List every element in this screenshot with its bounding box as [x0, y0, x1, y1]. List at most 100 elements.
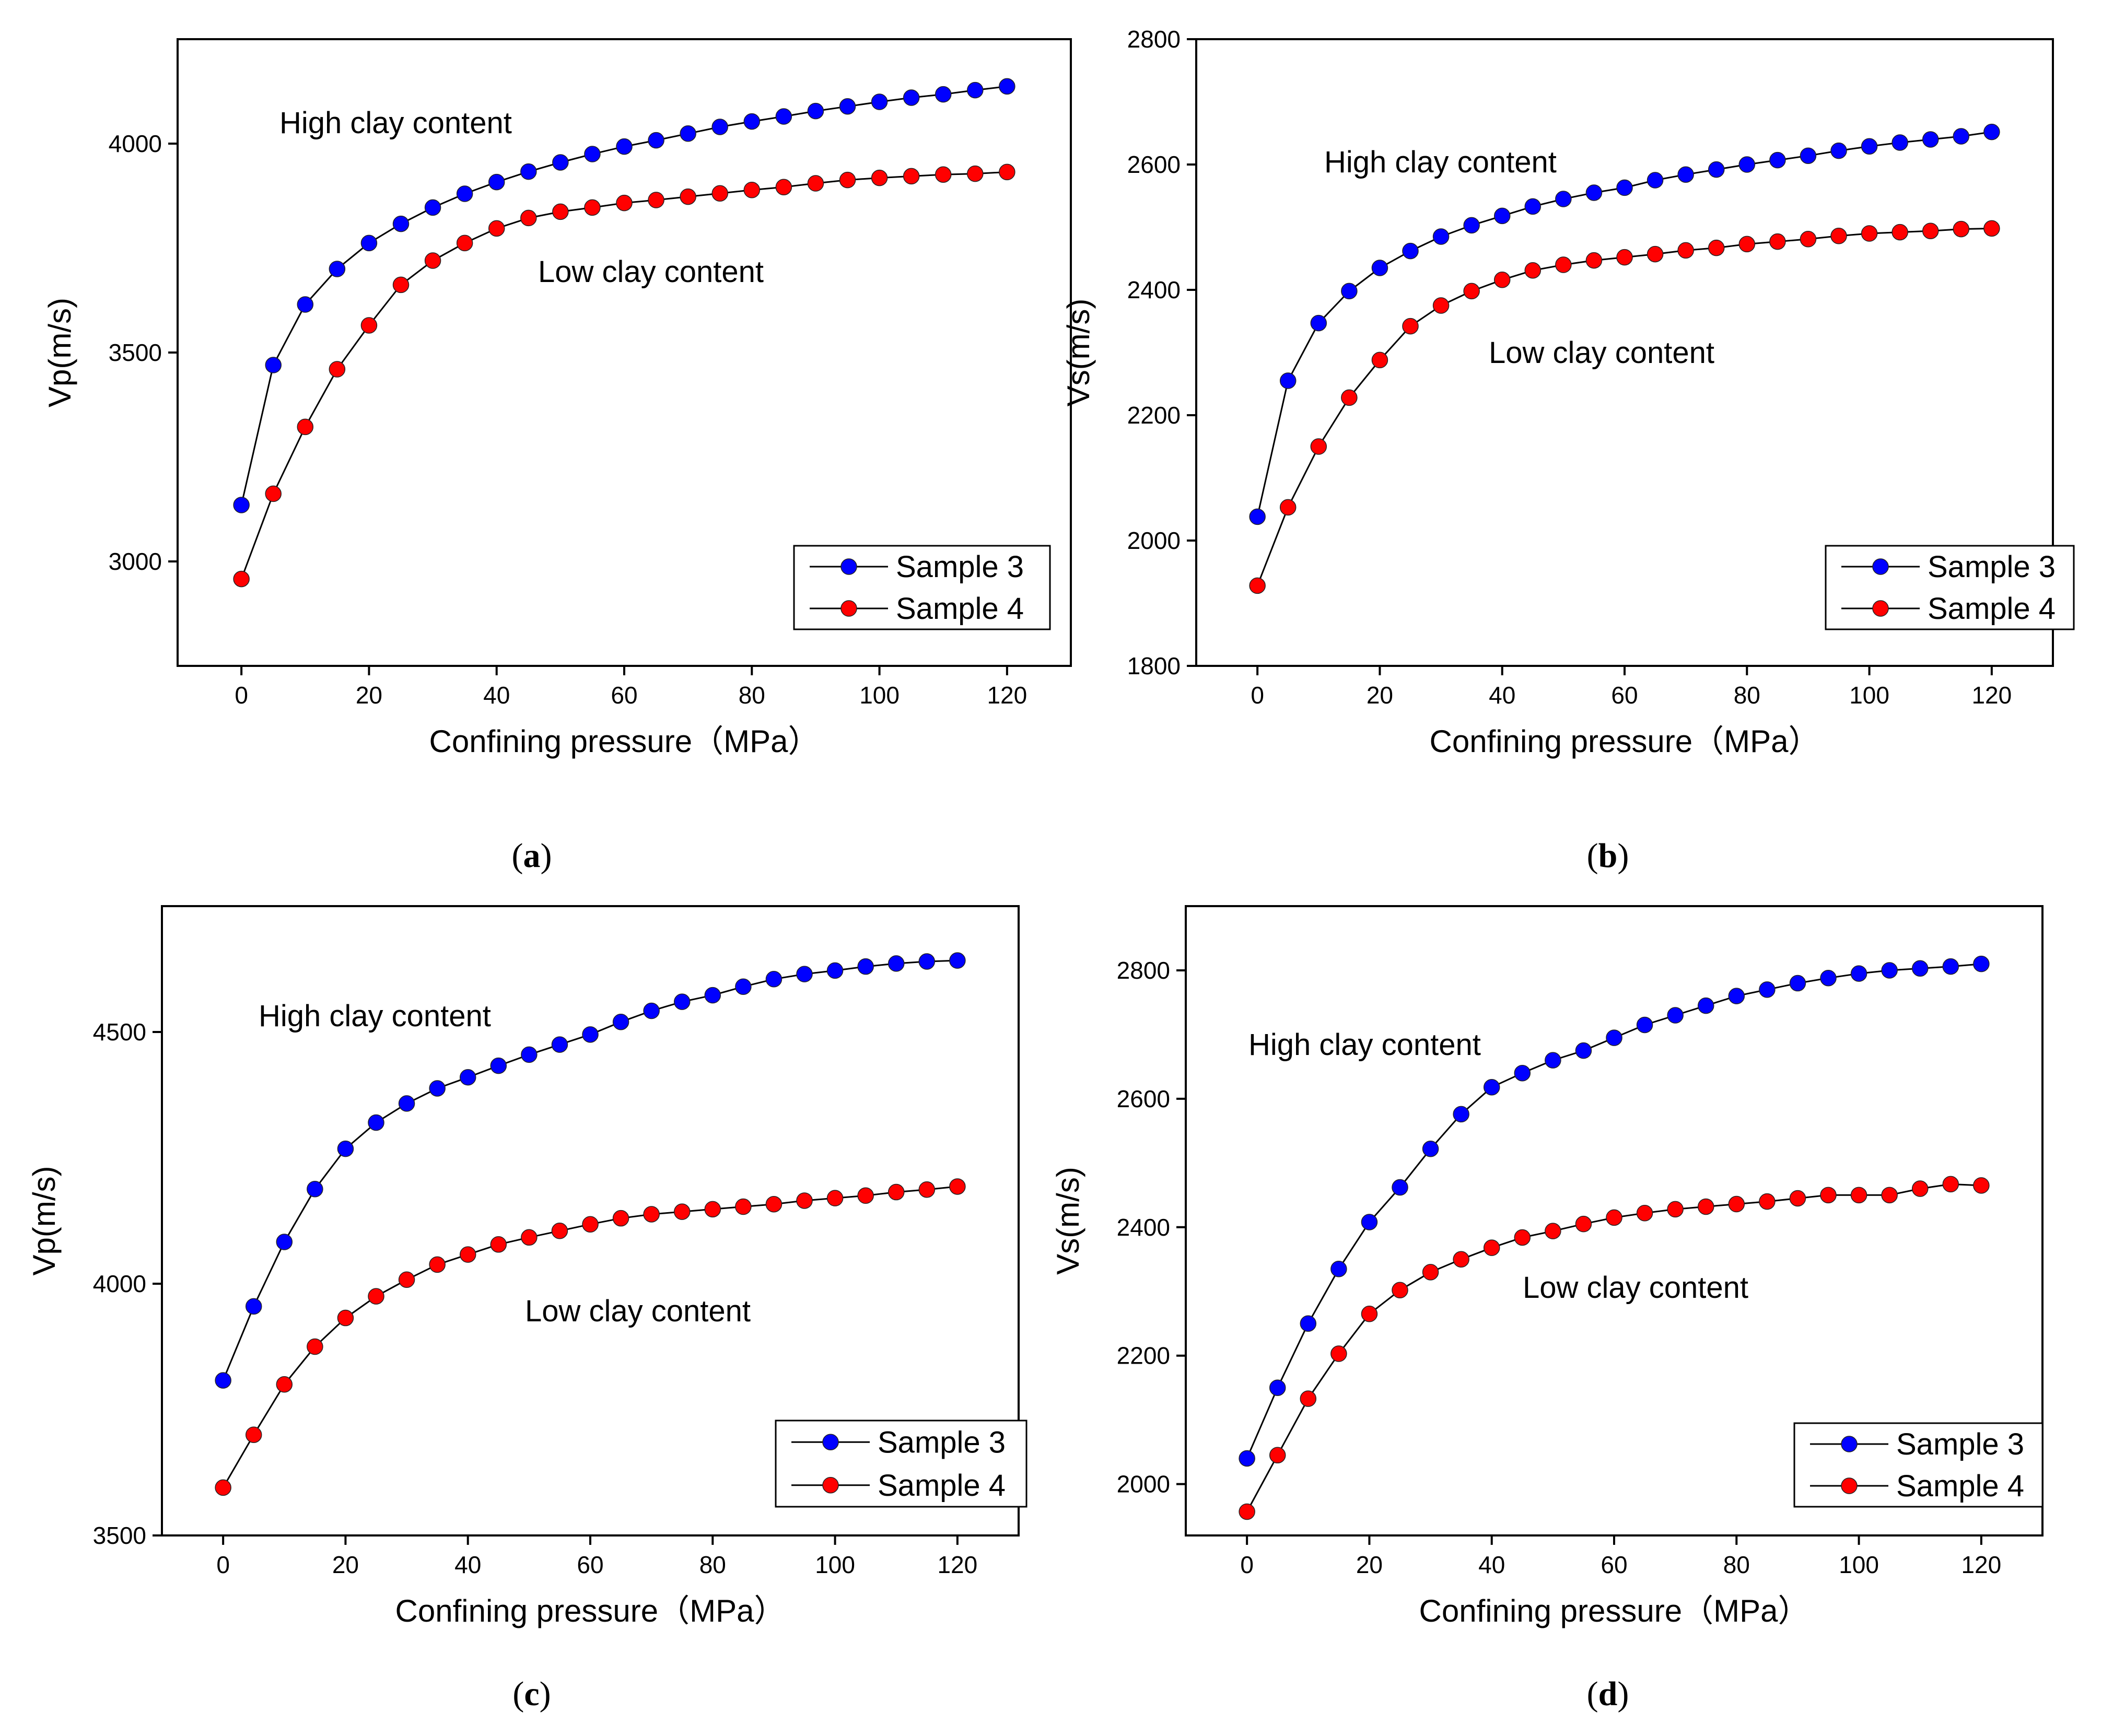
data-point — [839, 98, 856, 115]
annotation-high-clay: High clay content — [1324, 145, 1557, 179]
data-point — [1463, 217, 1480, 234]
annotation-low-clay: Low clay content — [1489, 336, 1714, 370]
data-point — [1728, 988, 1745, 1004]
data-point — [1545, 1223, 1561, 1239]
data-point — [1861, 225, 1878, 242]
data-point — [1892, 134, 1908, 151]
data-point — [1911, 960, 1929, 977]
data-point — [456, 234, 473, 252]
panel-caption: (c) — [512, 1675, 551, 1713]
y-axis-title: Vs(m/s) — [1061, 299, 1096, 407]
data-point — [297, 296, 314, 313]
legend-label: Sample 4 — [1928, 592, 2056, 626]
y-axis-title: Vs(m/s) — [1050, 1167, 1085, 1275]
data-point — [1453, 1106, 1469, 1123]
data-point — [918, 953, 936, 970]
data-point — [1708, 161, 1725, 178]
legend-marker — [822, 1477, 839, 1494]
panel-caption: (b) — [1587, 837, 1629, 875]
x-tick-label: 80 — [1723, 1551, 1750, 1578]
data-point — [1432, 228, 1450, 245]
data-point — [1483, 1078, 1500, 1096]
panel-caption: (d) — [1587, 1675, 1629, 1713]
data-point — [1942, 958, 1959, 975]
data-point — [456, 185, 473, 202]
data-point — [1422, 1264, 1439, 1281]
data-point — [1677, 166, 1694, 183]
data-point — [360, 317, 378, 334]
y-axis-title: Vp(m/s) — [27, 1166, 62, 1276]
annotation-low-clay: Low clay content — [1523, 1271, 1748, 1305]
annotation-low-clay: Low clay content — [538, 255, 764, 289]
annotation-high-clay: High clay content — [1248, 1028, 1481, 1062]
x-tick-label: 0 — [1251, 682, 1264, 709]
data-point — [857, 1187, 874, 1204]
annotation-high-clay: High clay content — [279, 106, 512, 140]
data-point — [265, 357, 282, 373]
x-axis-title: Confining pressure（MPa） — [395, 1593, 786, 1628]
legend-box — [1825, 545, 2075, 630]
data-point — [215, 1479, 231, 1496]
series-line-2 — [1256, 227, 1992, 586]
data-point — [1769, 233, 1786, 250]
data-point — [1759, 1193, 1776, 1210]
data-point — [429, 1256, 446, 1273]
data-point — [743, 113, 761, 130]
data-point — [584, 199, 601, 216]
data-point — [582, 1216, 599, 1233]
data-point — [459, 1246, 476, 1263]
x-tick-label: 80 — [1734, 682, 1760, 709]
data-point — [807, 102, 824, 120]
data-point — [329, 361, 346, 378]
x-tick-label: 20 — [1367, 682, 1393, 709]
data-point — [1493, 207, 1511, 225]
data-point — [1514, 1064, 1531, 1082]
data-point — [711, 185, 728, 202]
data-point — [1759, 981, 1776, 998]
data-point — [1983, 123, 2000, 140]
data-point — [1330, 1260, 1347, 1277]
panel-caption: (a) — [512, 837, 552, 875]
data-point — [1545, 1052, 1561, 1069]
data-point — [807, 175, 824, 192]
data-point — [1616, 179, 1633, 196]
legend-marker — [1872, 600, 1889, 617]
legend-label: Sample 4 — [1896, 1469, 2024, 1503]
legend-label: Sample 3 — [896, 550, 1024, 584]
data-point — [490, 1057, 507, 1074]
data-point — [215, 1372, 231, 1389]
x-tick-label: 40 — [454, 1551, 481, 1578]
data-point — [711, 119, 728, 135]
x-tick-label: 40 — [1478, 1551, 1505, 1578]
y-tick-label: 3000 — [109, 548, 162, 575]
x-tick-label: 120 — [1971, 682, 2012, 709]
y-tick-label: 3500 — [109, 339, 162, 366]
data-point — [1953, 220, 1970, 238]
data-point — [673, 1203, 691, 1220]
data-point — [552, 203, 569, 220]
x-tick-label: 120 — [937, 1551, 977, 1578]
x-tick-label: 20 — [1356, 1551, 1383, 1578]
data-point — [673, 993, 691, 1010]
legend-marker — [1872, 558, 1889, 575]
x-tick-label: 0 — [235, 682, 248, 709]
data-point — [1279, 499, 1297, 516]
data-point — [584, 146, 601, 162]
data-point — [1432, 297, 1450, 314]
x-tick-label: 100 — [1839, 1551, 1879, 1578]
data-point — [1402, 318, 1419, 335]
data-point — [1371, 351, 1388, 369]
legend-marker — [1841, 1436, 1858, 1452]
y-tick-label: 2400 — [1117, 1214, 1170, 1241]
y-tick-label: 2800 — [1127, 26, 1181, 53]
data-point — [398, 1095, 415, 1112]
data-point — [616, 138, 633, 155]
data-point — [704, 1201, 721, 1218]
data-point — [1514, 1229, 1531, 1246]
data-point — [424, 199, 441, 216]
data-point — [1555, 256, 1572, 273]
data-point — [429, 1080, 446, 1097]
data-point — [839, 171, 856, 189]
data-point — [648, 132, 664, 149]
